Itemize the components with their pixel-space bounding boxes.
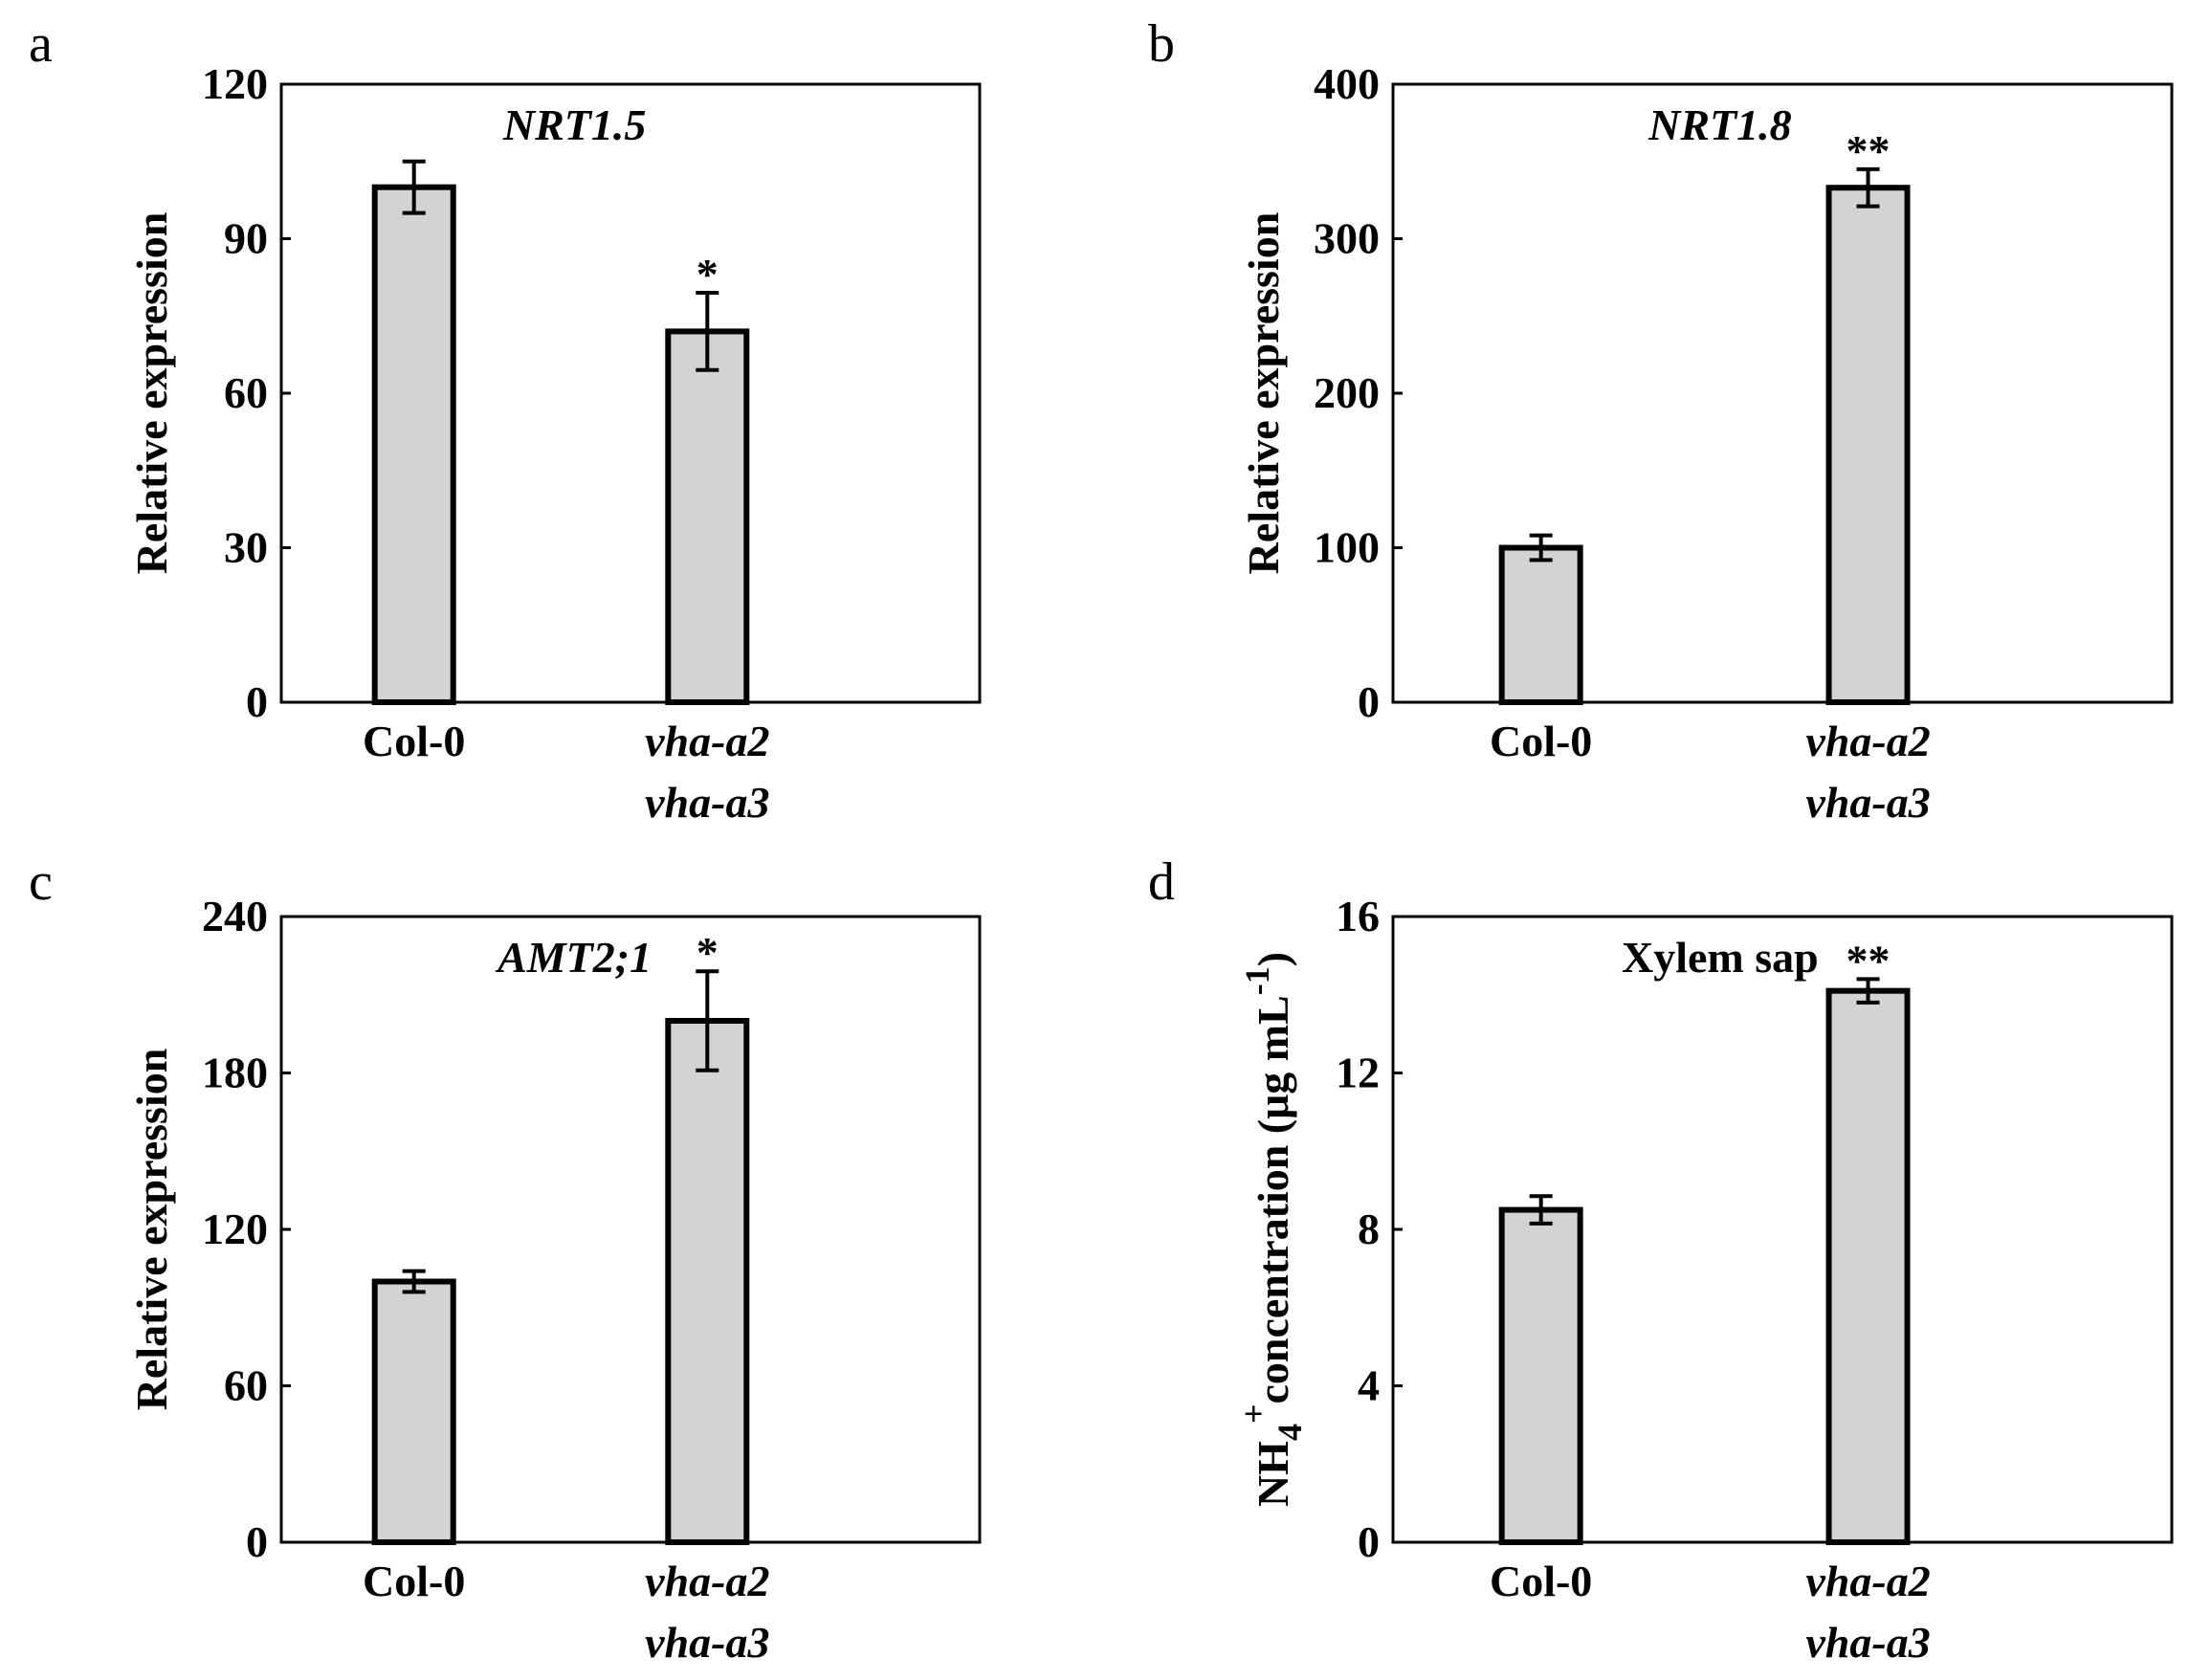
- y-tick-label: 180: [202, 1049, 268, 1097]
- x-tick-label-line2: vha-a3: [645, 778, 769, 827]
- y-tick-label: 12: [1336, 1049, 1380, 1097]
- y-axis-label: Relative expression: [127, 212, 176, 575]
- y-tick-label: 240: [202, 892, 268, 940]
- x-tick-label: vha-a2: [645, 717, 769, 765]
- chart-title: NRT1.8: [1647, 100, 1792, 149]
- y-axis-label: NH4+concentration (μg mL-1): [1234, 952, 1309, 1507]
- y-tick-label: 60: [224, 1361, 268, 1410]
- significance-marker: *: [696, 250, 719, 298]
- x-tick-label: vha-a2: [1805, 717, 1930, 765]
- chart-title: NRT1.5: [502, 100, 647, 149]
- bar: [665, 1018, 750, 1545]
- y-tick-label: 90: [224, 214, 268, 263]
- y-tick-label: 200: [1314, 368, 1380, 417]
- y-tick-label: 8: [1358, 1205, 1380, 1253]
- x-tick-label: Col-0: [363, 717, 465, 765]
- x-tick-label-line2: vha-a3: [645, 1618, 769, 1667]
- panel-letter-b: b: [1148, 14, 1175, 74]
- y-tick-label: 100: [1314, 523, 1380, 572]
- x-tick-label: vha-a2: [645, 1557, 769, 1605]
- bar: [1825, 185, 1911, 705]
- y-tick-label: 120: [202, 59, 268, 108]
- y-tick-label: 0: [1358, 677, 1380, 726]
- y-tick-label: 0: [246, 677, 268, 726]
- y-tick-label: 0: [1358, 1517, 1380, 1566]
- bar: [665, 328, 750, 705]
- y-axis-label-exp: -1: [1238, 966, 1276, 995]
- y-tick-label: 400: [1314, 59, 1380, 108]
- y-axis-label-sub: 4: [1271, 1424, 1309, 1441]
- y-tick-label: 60: [224, 368, 268, 417]
- significance-marker: **: [1846, 936, 1890, 984]
- significance-marker: **: [1846, 126, 1890, 175]
- y-axis-label: Relative expression: [1239, 212, 1288, 575]
- bar: [371, 1278, 456, 1545]
- y-axis-label-base: NH: [1249, 1441, 1297, 1507]
- significance-marker: *: [696, 928, 719, 977]
- x-tick-label: Col-0: [363, 1557, 465, 1605]
- y-axis-label-mid: concentration (μg mL: [1249, 995, 1297, 1404]
- x-tick-label-line2: vha-a3: [1805, 1618, 1930, 1667]
- y-tick-label: 300: [1314, 214, 1380, 263]
- panel-a-chart: 0 30 60 90 120 Relative expression NRT1.5 Col-0…: [127, 59, 982, 827]
- y-tick-label: 16: [1336, 892, 1380, 940]
- panel-b-chart: 0 100 200 300 400 Relative expression NRT1.8 Co…: [1239, 59, 2174, 827]
- y-tick-label: 30: [224, 523, 268, 572]
- bar: [1498, 1206, 1583, 1545]
- bar: [371, 184, 456, 705]
- chart-title: Xylem sap: [1622, 933, 1819, 982]
- bar: [1825, 987, 1911, 1545]
- bar: [1498, 544, 1583, 705]
- chart-title: AMT2;1: [495, 933, 652, 982]
- y-axis-label: Relative expression: [127, 1049, 176, 1411]
- x-tick-label-line2: vha-a3: [1805, 778, 1930, 827]
- y-tick-label: 0: [246, 1517, 268, 1566]
- y-tick-label: 120: [202, 1205, 268, 1253]
- x-tick-label: Col-0: [1490, 717, 1592, 765]
- panel-letter-c: c: [29, 852, 53, 912]
- panel-letter-a: a: [29, 14, 53, 74]
- x-tick-label: vha-a2: [1805, 1557, 1930, 1605]
- panel-c-chart: 0 60 120 180 240 Relative expression AMT2;1 Col…: [127, 892, 982, 1667]
- panel-letter-d: d: [1148, 852, 1175, 912]
- y-axis-label-end: ): [1249, 952, 1297, 966]
- x-tick-label: Col-0: [1490, 1557, 1592, 1605]
- y-axis-label-sup: +: [1234, 1404, 1272, 1425]
- y-tick-label: 4: [1358, 1361, 1380, 1410]
